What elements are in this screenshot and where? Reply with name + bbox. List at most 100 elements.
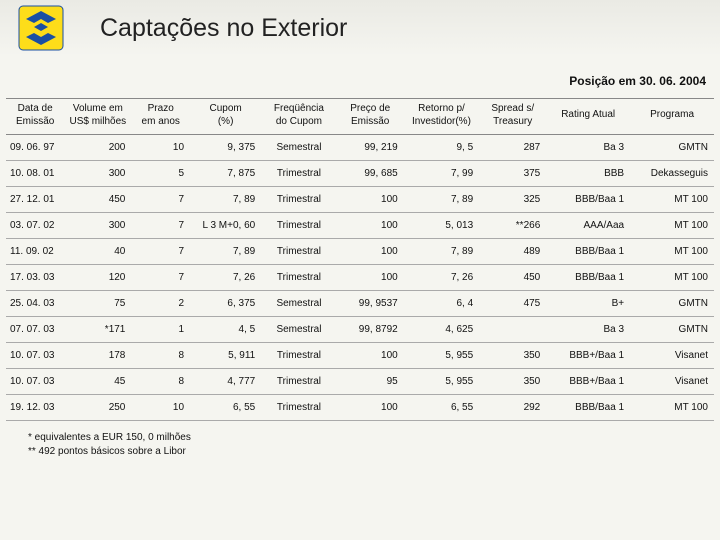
table-cell: 7, 89: [404, 187, 479, 213]
table-cell: 250: [64, 395, 131, 421]
table-cell: 7, 875: [190, 161, 261, 187]
table-cell: BBB/Baa 1: [546, 265, 630, 291]
table-cell: 450: [479, 265, 546, 291]
table-cell: Semestral: [261, 317, 336, 343]
table-cell: 100: [337, 265, 404, 291]
page-title: Captações no Exterior: [100, 14, 347, 43]
table-cell: 100: [337, 395, 404, 421]
footnotes: * equivalentes a EUR 150, 0 milhões ** 4…: [0, 421, 720, 459]
table-cell: 40: [64, 239, 131, 265]
table-cell: 450: [64, 187, 131, 213]
subtitle: Posição em 30. 06. 2004: [0, 56, 720, 98]
table-cell: 95: [337, 369, 404, 395]
table-cell: 7, 89: [190, 239, 261, 265]
table-cell: 1: [131, 317, 190, 343]
table-header: Data deEmissãoVolume emUS$ milhõesPrazoe…: [6, 99, 714, 135]
table-cell: AAA/Aaa: [546, 213, 630, 239]
table-cell: 10. 07. 03: [6, 369, 64, 395]
table-cell: 11. 09. 02: [6, 239, 64, 265]
table-cell: 10: [131, 395, 190, 421]
table-cell: 300: [64, 161, 131, 187]
table-cell: 4, 777: [190, 369, 261, 395]
table-cell: Semestral: [261, 291, 336, 317]
table-cell: *171: [64, 317, 131, 343]
table-cell: MT 100: [630, 395, 714, 421]
table-container: Data deEmissãoVolume emUS$ milhõesPrazoe…: [0, 98, 720, 421]
table-cell: 2: [131, 291, 190, 317]
table-cell: Visanet: [630, 369, 714, 395]
table-cell: 7, 89: [404, 239, 479, 265]
col-header-3: Cupom(%): [190, 99, 261, 135]
table-cell: 200: [64, 135, 131, 161]
table-cell: 99, 219: [337, 135, 404, 161]
table-cell: 10. 08. 01: [6, 161, 64, 187]
table-cell: 350: [479, 369, 546, 395]
table-cell: 75: [64, 291, 131, 317]
table-cell: 7: [131, 265, 190, 291]
table-cell: 99, 9537: [337, 291, 404, 317]
table-cell: BBB/Baa 1: [546, 239, 630, 265]
table-cell: 25. 04. 03: [6, 291, 64, 317]
table-cell: GMTN: [630, 317, 714, 343]
table-cell: 350: [479, 343, 546, 369]
table-body: 09. 06. 97200109, 375Semestral99, 2199, …: [6, 135, 714, 421]
table-cell: Visanet: [630, 343, 714, 369]
table-row: 25. 04. 037526, 375Semestral99, 95376, 4…: [6, 291, 714, 317]
table-cell: 99, 685: [337, 161, 404, 187]
table-cell: 5: [131, 161, 190, 187]
table-cell: MT 100: [630, 187, 714, 213]
table-cell: 6, 55: [404, 395, 479, 421]
table-cell: 4, 5: [190, 317, 261, 343]
table-cell: 475: [479, 291, 546, 317]
table-cell: 8: [131, 343, 190, 369]
col-header-2: Prazoem anos: [131, 99, 190, 135]
table-cell: Dekasseguis: [630, 161, 714, 187]
table-cell: Trimestral: [261, 369, 336, 395]
table-cell: Trimestral: [261, 343, 336, 369]
table-cell: 45: [64, 369, 131, 395]
table-cell: BBB+/Baa 1: [546, 343, 630, 369]
table-cell: 5, 955: [404, 369, 479, 395]
table-cell: 09. 06. 97: [6, 135, 64, 161]
col-header-4: Freqüênciado Cupom: [261, 99, 336, 135]
table-cell: 120: [64, 265, 131, 291]
table-cell: GMTN: [630, 135, 714, 161]
footnote-1: * equivalentes a EUR 150, 0 milhões: [28, 431, 720, 445]
table-cell: 7: [131, 213, 190, 239]
table-row: 10. 07. 034584, 777Trimestral955, 955350…: [6, 369, 714, 395]
table-cell: 178: [64, 343, 131, 369]
table-cell: Ba 3: [546, 135, 630, 161]
table-cell: BBB: [546, 161, 630, 187]
table-cell: MT 100: [630, 213, 714, 239]
table-cell: 7: [131, 239, 190, 265]
col-header-6: Retorno p/Investidor(%): [404, 99, 479, 135]
table-cell: 5, 955: [404, 343, 479, 369]
header: Captações no Exterior: [0, 0, 720, 56]
table-cell: 6, 375: [190, 291, 261, 317]
table-cell: 7: [131, 187, 190, 213]
col-header-9: Programa: [630, 99, 714, 135]
table-cell: Trimestral: [261, 187, 336, 213]
table-cell: **266: [479, 213, 546, 239]
table-cell: GMTN: [630, 291, 714, 317]
table-cell: 7, 26: [190, 265, 261, 291]
table-cell: L 3 M+0, 60: [190, 213, 261, 239]
table-cell: 5, 911: [190, 343, 261, 369]
table-row: 03. 07. 023007L 3 M+0, 60Trimestral1005,…: [6, 213, 714, 239]
table-cell: 03. 07. 02: [6, 213, 64, 239]
table-cell: 10: [131, 135, 190, 161]
table-cell: BBB/Baa 1: [546, 395, 630, 421]
table-cell: 19. 12. 03: [6, 395, 64, 421]
table-cell: MT 100: [630, 265, 714, 291]
col-header-1: Volume emUS$ milhões: [64, 99, 131, 135]
table-row: 11. 09. 024077, 89Trimestral1007, 89489B…: [6, 239, 714, 265]
table-cell: Trimestral: [261, 161, 336, 187]
table-cell: MT 100: [630, 239, 714, 265]
table-cell: Ba 3: [546, 317, 630, 343]
table-cell: 27. 12. 01: [6, 187, 64, 213]
table-cell: 9, 375: [190, 135, 261, 161]
table-cell: Trimestral: [261, 395, 336, 421]
col-header-0: Data deEmissão: [6, 99, 64, 135]
table-cell: 4, 625: [404, 317, 479, 343]
table-row: 07. 07. 03*17114, 5Semestral99, 87924, 6…: [6, 317, 714, 343]
